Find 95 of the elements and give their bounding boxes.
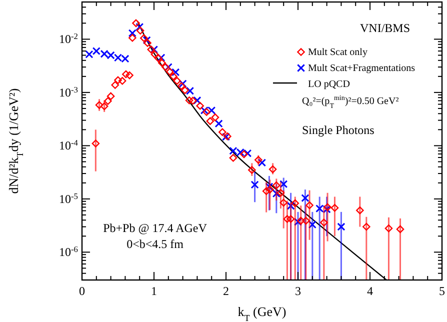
point bbox=[177, 82, 186, 90]
annotation: Q₀²=(p$_{T}$$^{min}$)²=0.50 GeV² bbox=[302, 94, 399, 110]
point bbox=[100, 102, 108, 110]
point bbox=[308, 220, 316, 229]
point bbox=[206, 117, 214, 125]
point bbox=[104, 97, 112, 105]
y-tick-label: 10$^{-3}$ bbox=[59, 84, 78, 100]
y-tick-label: 10$^{-2}$ bbox=[59, 32, 78, 46]
legend-label: Mult Scat+Fragmentations bbox=[308, 63, 416, 74]
point bbox=[136, 26, 144, 35]
point bbox=[132, 19, 140, 28]
point bbox=[162, 63, 170, 71]
point bbox=[142, 36, 151, 44]
annotation: Single Photons bbox=[302, 123, 375, 137]
point bbox=[147, 46, 156, 54]
point bbox=[128, 29, 136, 38]
annotation: 0<b<4.5 fm bbox=[126, 237, 184, 251]
point bbox=[286, 215, 295, 223]
point bbox=[193, 96, 202, 104]
point bbox=[95, 101, 104, 109]
point bbox=[140, 34, 148, 42]
point bbox=[218, 128, 226, 136]
point bbox=[178, 80, 187, 88]
point bbox=[111, 81, 120, 89]
point bbox=[280, 180, 288, 188]
point bbox=[173, 76, 181, 85]
x-tick-label: 2 bbox=[223, 284, 229, 298]
point bbox=[356, 206, 364, 214]
point bbox=[106, 92, 115, 100]
point bbox=[276, 188, 285, 197]
point bbox=[172, 68, 180, 76]
point bbox=[157, 54, 166, 62]
y-tick-label: 10$^{-4}$ bbox=[59, 138, 79, 153]
point bbox=[272, 190, 280, 198]
point bbox=[144, 39, 152, 47]
point bbox=[280, 198, 288, 207]
x-tick-label: 4 bbox=[367, 284, 373, 298]
annotation: VNI/BMS bbox=[360, 21, 410, 35]
point bbox=[283, 215, 292, 223]
x-tick-label: 0 bbox=[79, 284, 85, 298]
point bbox=[302, 216, 310, 225]
point bbox=[118, 76, 126, 85]
point bbox=[296, 216, 305, 225]
point bbox=[164, 63, 172, 72]
point bbox=[291, 199, 300, 208]
point bbox=[258, 158, 266, 167]
point bbox=[248, 166, 256, 174]
point bbox=[240, 150, 248, 158]
point bbox=[92, 140, 100, 148]
point bbox=[286, 202, 295, 210]
point bbox=[114, 76, 122, 84]
x-axis-title: k$_{T}$ (GeV) bbox=[238, 304, 286, 322]
annotation: Pb+Pb @ 17.4 AGeV bbox=[103, 221, 208, 235]
point bbox=[150, 50, 159, 58]
legend-label: Mult Scat only bbox=[308, 47, 368, 58]
point bbox=[122, 70, 130, 78]
point bbox=[211, 113, 220, 122]
point bbox=[320, 218, 328, 226]
point bbox=[384, 224, 393, 232]
point bbox=[128, 34, 136, 42]
point bbox=[265, 182, 274, 191]
point bbox=[337, 222, 346, 231]
x-tick-label: 1 bbox=[151, 284, 157, 298]
point bbox=[136, 22, 144, 31]
point bbox=[330, 204, 339, 212]
point bbox=[196, 102, 204, 110]
point bbox=[126, 71, 134, 80]
point bbox=[229, 154, 238, 162]
y-tick-label: 10$^{-6}$ bbox=[59, 244, 78, 260]
point bbox=[181, 86, 189, 94]
point bbox=[396, 225, 404, 234]
point bbox=[266, 186, 274, 194]
x-tick-label: 3 bbox=[295, 284, 301, 298]
point bbox=[294, 218, 302, 226]
point bbox=[154, 54, 162, 62]
point bbox=[202, 108, 210, 116]
point bbox=[262, 187, 270, 196]
point bbox=[214, 120, 223, 128]
legend-label: LO pQCD bbox=[308, 79, 350, 90]
point bbox=[272, 181, 280, 190]
y-tick-label: 10$^{-5}$ bbox=[59, 191, 78, 206]
point bbox=[186, 86, 194, 95]
point bbox=[188, 96, 197, 105]
point bbox=[362, 222, 370, 231]
point bbox=[166, 68, 174, 76]
point bbox=[301, 194, 310, 202]
point bbox=[268, 165, 277, 174]
point bbox=[158, 58, 166, 67]
point bbox=[254, 156, 262, 164]
point bbox=[185, 96, 194, 104]
point bbox=[306, 201, 314, 210]
point bbox=[150, 45, 158, 54]
point bbox=[250, 180, 259, 189]
point bbox=[170, 72, 178, 80]
x-tick-label: 5 bbox=[439, 284, 445, 298]
